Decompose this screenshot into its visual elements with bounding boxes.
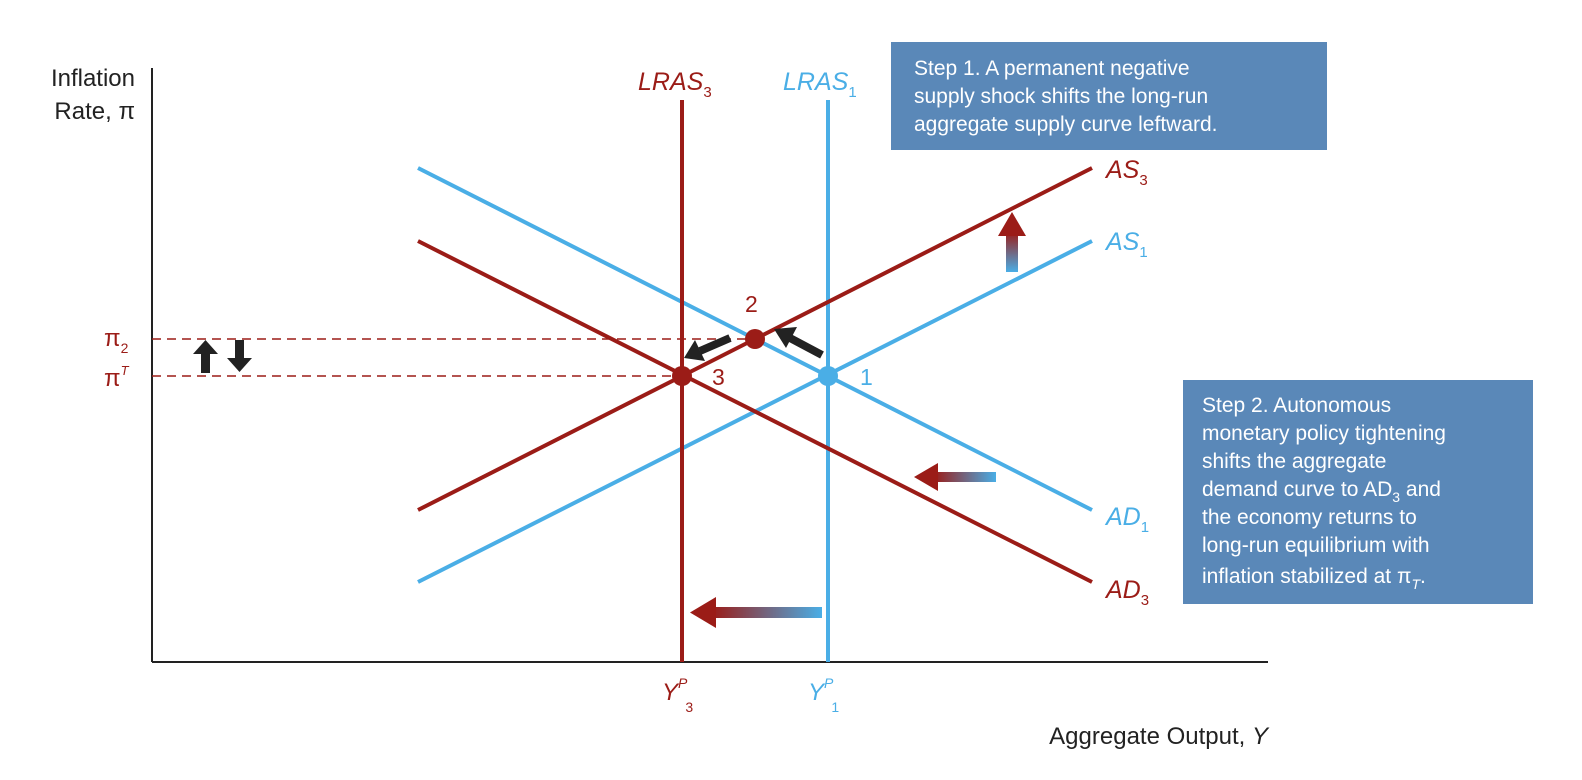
pi2-tick-label: π2: [104, 325, 129, 356]
ad3-curve: [417, 239, 1093, 584]
step1-line1: Step 1. A permanent negative: [914, 57, 1190, 80]
point-1-label: 1: [860, 364, 873, 390]
arrow-2-to-3: [684, 334, 732, 361]
as1-label: AS1: [1104, 228, 1148, 261]
arrow-1-to-2: [774, 327, 824, 359]
lras3-label: LRAS3: [638, 68, 712, 101]
step2-line6: long-run equilibrium with: [1202, 534, 1430, 557]
ad3-label: AD3: [1104, 576, 1149, 609]
step2-box: Step 2. Autonomous monetary policy tight…: [1183, 380, 1533, 604]
step1-line3: aggregate supply curve leftward.: [914, 113, 1218, 136]
step2-line5: the economy returns to: [1202, 506, 1417, 529]
up-arrow-icon: [193, 340, 218, 373]
step2-line1: Step 2. Autonomous: [1202, 394, 1391, 417]
ad1-label: AD1: [1104, 503, 1149, 536]
y-axis-label-line2: Rate, π: [54, 98, 135, 125]
point-2-label: 2: [745, 291, 758, 317]
step2-line3: shifts the aggregate: [1202, 450, 1386, 473]
point-3-label: 3: [712, 364, 725, 390]
point-3: [672, 366, 692, 386]
step1-line2: supply shock shifts the long-run: [914, 85, 1208, 108]
y-axis-label-line1: Inflation: [51, 65, 135, 92]
point-1: [818, 366, 838, 386]
step2-line7: inflation stabilized at πT.: [1202, 565, 1426, 592]
yp1-tick-label: YP 1: [808, 675, 839, 715]
x-axis-label: Aggregate Output, Y: [1049, 723, 1270, 750]
ad-shift-left-arrow: [914, 463, 996, 491]
step2-line4: demand curve to AD3 and: [1202, 478, 1441, 505]
as-shift-up-arrow: [998, 212, 1026, 272]
piT-tick-label: πT: [104, 363, 130, 392]
down-arrow-icon: [227, 340, 252, 372]
lras1-label: LRAS1: [783, 68, 857, 101]
as3-label: AS3: [1104, 156, 1148, 189]
step2-line2: monetary policy tightening: [1202, 422, 1446, 445]
step1-box: Step 1. A permanent negative supply shoc…: [891, 42, 1327, 150]
lras-shift-left-arrow: [690, 597, 822, 628]
point-2: [745, 329, 765, 349]
yp3-tick-label: YP 3: [662, 675, 693, 715]
